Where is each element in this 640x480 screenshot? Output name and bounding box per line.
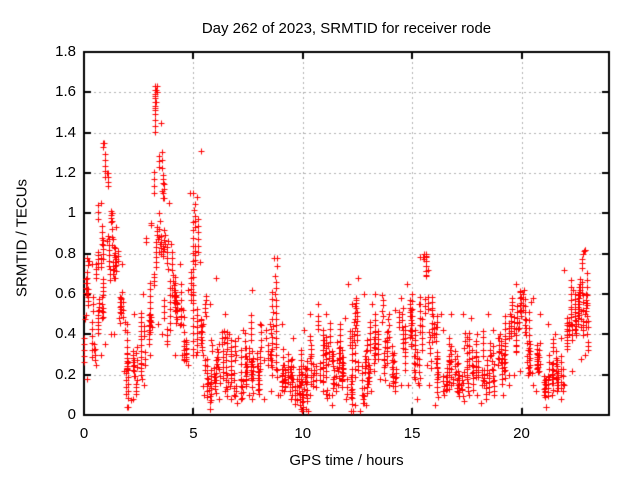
y-tick-label: 1.2 bbox=[55, 164, 76, 181]
y-tick-label: 0 bbox=[67, 406, 76, 423]
y-tick-label: 1.8 bbox=[55, 43, 76, 60]
y-tick-label: 1.6 bbox=[55, 83, 76, 101]
y-tick-label: 0.6 bbox=[55, 285, 76, 302]
y-axis-label: SRMTID / TECUs bbox=[13, 178, 31, 298]
x-tick-label: 0 bbox=[79, 425, 89, 442]
x-tick-label: 5 bbox=[189, 425, 198, 442]
y-tick-label: 0.4 bbox=[55, 325, 76, 343]
y-tick-label: 1 bbox=[67, 204, 76, 222]
x-axis-label: GPS time / hours bbox=[289, 452, 404, 469]
chart-title: Day 262 of 2023, SRMTID for receiver rod… bbox=[201, 20, 492, 37]
y-tick-label: 0.8 bbox=[55, 244, 76, 262]
y-tick-label: 1.4 bbox=[55, 123, 76, 141]
x-tick-label: 10 bbox=[294, 425, 312, 442]
y-tick-label: 0.2 bbox=[55, 365, 76, 383]
x-tick-label: 20 bbox=[513, 425, 530, 442]
x-tick-label: 15 bbox=[403, 425, 421, 442]
